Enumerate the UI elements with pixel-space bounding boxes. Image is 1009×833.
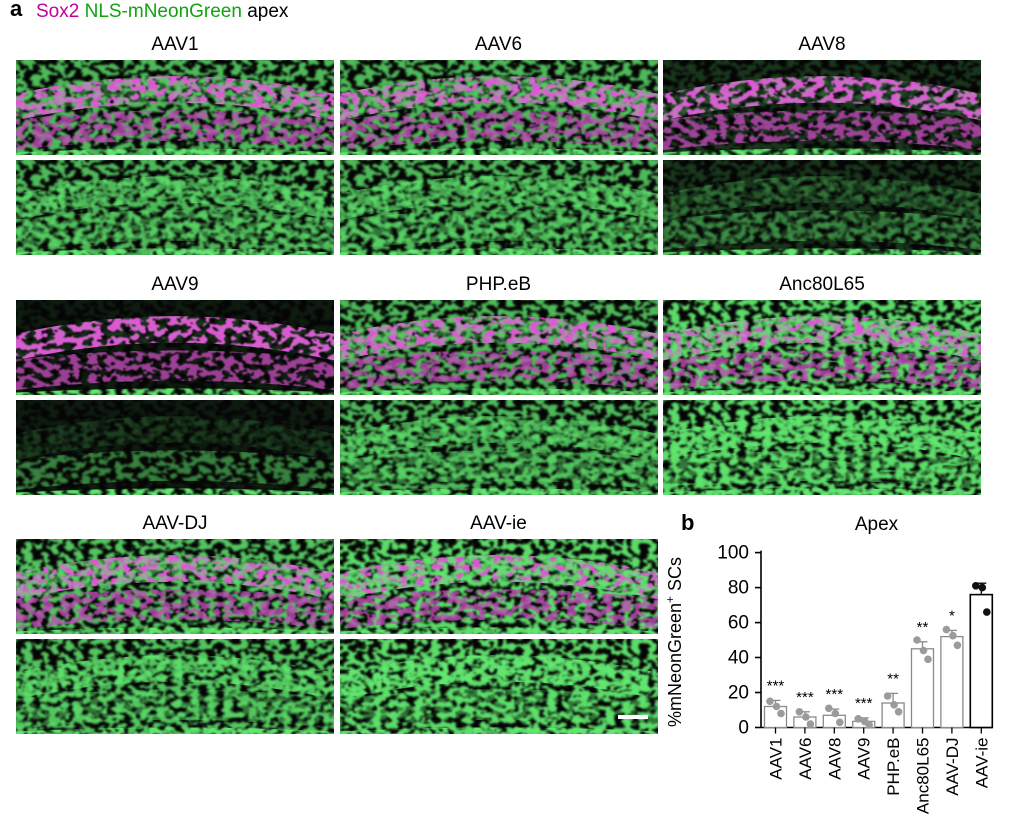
svg-text:b: b — [681, 510, 694, 535]
svg-text:AAV9: AAV9 — [855, 738, 874, 780]
svg-text:Apex: Apex — [855, 514, 899, 535]
svg-text:AAV-DJ: AAV-DJ — [943, 738, 962, 796]
svg-text:**: ** — [917, 619, 929, 636]
svg-text:40: 40 — [728, 648, 749, 669]
svg-text:AAV6: AAV6 — [796, 738, 815, 780]
svg-text:PHP.eB: PHP.eB — [884, 738, 903, 796]
svg-text:***: *** — [826, 686, 844, 703]
svg-text:***: *** — [767, 677, 785, 694]
svg-text:60: 60 — [728, 613, 749, 634]
svg-text:***: *** — [796, 689, 814, 706]
svg-text:Anc80L65: Anc80L65 — [914, 738, 933, 815]
svg-text:20: 20 — [728, 683, 749, 704]
svg-text:AAV8: AAV8 — [825, 738, 844, 780]
svg-text:AAV1: AAV1 — [767, 738, 786, 780]
svg-text:0: 0 — [738, 718, 749, 739]
svg-text:%mNeonGreen+ SCs: %mNeonGreen+ SCs — [663, 557, 685, 727]
svg-text:***: *** — [855, 695, 873, 712]
svg-text:*: * — [949, 607, 955, 624]
svg-text:100: 100 — [717, 543, 749, 564]
svg-text:AAV-ie: AAV-ie — [972, 738, 991, 789]
svg-text:**: ** — [887, 670, 899, 687]
svg-text:80: 80 — [728, 578, 749, 599]
